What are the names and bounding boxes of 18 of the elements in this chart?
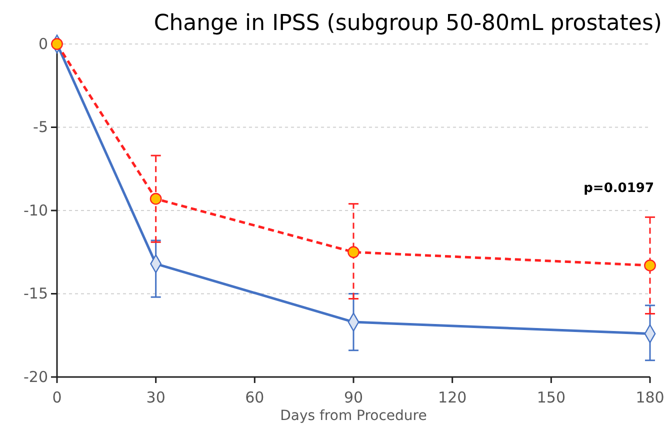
y-tick-label: -5 xyxy=(33,118,48,136)
point xyxy=(644,260,656,272)
x-axis-title: Days from Procedure xyxy=(280,408,427,424)
y-tick-label: 0 xyxy=(38,34,48,53)
x-tick-label: 120 xyxy=(438,388,467,406)
point xyxy=(348,246,360,258)
chart-title: Change in IPSS (subgroup 50-80mL prostates) xyxy=(154,11,662,36)
x-tick-label: 0 xyxy=(52,388,62,406)
y-tick-label: -15 xyxy=(24,284,48,303)
y-tick-label: -10 xyxy=(24,201,48,220)
x-tick-label: 30 xyxy=(146,388,166,406)
annotation: p=0.0197 xyxy=(584,181,654,196)
point xyxy=(150,192,162,205)
y-tick-label: -20 xyxy=(24,368,48,386)
x-tick-label: 60 xyxy=(245,388,264,406)
x-tick-label: 150 xyxy=(536,388,566,406)
x-tick-label: 90 xyxy=(344,388,364,406)
x-tick-label: 180 xyxy=(636,388,664,406)
